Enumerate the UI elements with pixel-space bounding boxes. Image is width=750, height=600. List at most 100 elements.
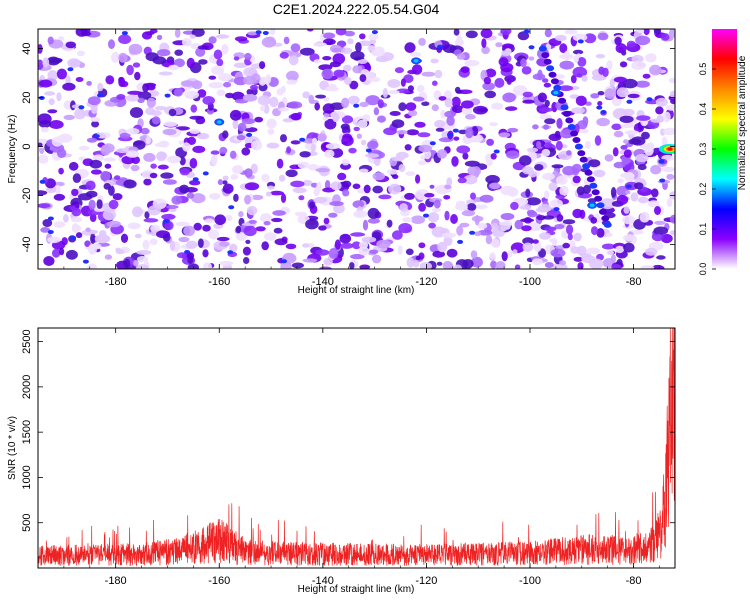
spectrogram-blob	[463, 174, 478, 185]
spectrogram-blob	[369, 249, 379, 255]
snr-x-axis-label: Height of straight line (km)	[298, 584, 415, 595]
spectrogram-blob	[358, 246, 370, 256]
spectrogram-blob	[386, 169, 399, 175]
spectrogram-blob	[555, 140, 563, 151]
spectrogram-blob	[261, 173, 270, 182]
spectrogram-blob	[365, 153, 380, 159]
spectrogram-blob	[269, 96, 279, 108]
spectrogram-blob	[601, 215, 610, 222]
spectrogram-blob	[536, 141, 542, 149]
spectrogram-blob	[405, 248, 414, 256]
spectrogram-blob	[600, 110, 607, 114]
spectrogram-blob	[514, 219, 524, 230]
spectrogram-blob	[501, 251, 508, 262]
spectrogram-blob	[645, 247, 658, 256]
spectrogram-blob	[660, 166, 675, 172]
spectrogram-blob	[126, 127, 140, 135]
spectrogram-blob	[614, 36, 622, 46]
spectrogram-blob	[431, 104, 439, 112]
spectrogram-blob	[186, 192, 195, 199]
spectrogram-blob	[456, 225, 464, 236]
spectrogram-blob	[290, 112, 302, 121]
spectrogram-blob	[423, 149, 432, 160]
spectrogram-blob	[579, 156, 588, 163]
spectrogram-blob	[209, 193, 221, 200]
spectrogram-blob	[398, 164, 406, 173]
spectrogram-blob	[308, 94, 315, 104]
spectrogram-blob	[344, 30, 355, 37]
spectrogram-blob	[241, 147, 251, 156]
spectrogram-blob	[318, 64, 333, 71]
spectrogram-blob	[507, 250, 513, 258]
spectrogram-blob	[47, 216, 54, 221]
spectrogram-blob	[323, 97, 330, 102]
spectrogram-blob	[642, 73, 651, 79]
spectrogram-blob	[132, 62, 141, 68]
spectrogram-blob	[440, 109, 446, 119]
spectrogram-blob	[490, 260, 497, 269]
spectrogram-blob	[651, 188, 659, 198]
spectrogram-blob	[544, 190, 550, 200]
x-tick-label: -120	[415, 575, 437, 587]
spectrogram-blob	[169, 240, 176, 252]
spectrogram-blob	[351, 241, 362, 250]
spectrogram-blob	[544, 29, 552, 38]
spectrogram-blob	[318, 225, 327, 231]
spectrogram-blob	[195, 47, 206, 57]
y-tick-label: 0	[21, 143, 33, 149]
spectrogram-blob	[662, 127, 675, 136]
spectrogram-blob	[359, 74, 367, 83]
spectrogram-blob	[261, 36, 277, 48]
spectrogram-blob	[617, 178, 624, 184]
snr-frame	[37, 327, 676, 569]
spectrogram-blob	[591, 189, 600, 196]
spectrogram-blob	[103, 157, 116, 162]
spectrogram-blob	[661, 33, 670, 41]
spectrogram-blob	[180, 80, 195, 87]
spectrogram-blob	[248, 219, 257, 224]
spectrogram-blob	[251, 140, 263, 151]
spectrogram-blob	[132, 206, 143, 218]
spectrogram-blob	[211, 65, 225, 76]
spectrogram-blob	[323, 113, 330, 118]
spectrogram-blob	[299, 47, 315, 56]
spectrogram-blob	[147, 205, 161, 216]
spectrogram-blob	[198, 59, 208, 65]
spectrogram-blob	[78, 145, 90, 151]
spectrogram-blob	[47, 109, 58, 114]
spectrogram-blob	[121, 31, 128, 36]
spectrogram-blob	[219, 260, 234, 266]
spectrogram-blob	[563, 50, 571, 61]
spectrogram-blob	[286, 146, 292, 154]
spectrogram-peak	[589, 203, 595, 208]
spectrogram-blob	[302, 258, 318, 263]
spectrogram-blob	[184, 250, 191, 254]
spectrogram-blob	[495, 261, 506, 269]
spectrogram-blob	[280, 134, 287, 143]
spectrogram-blob	[215, 34, 230, 39]
spectrogram-blob	[157, 49, 171, 57]
spectrogram-blob	[186, 252, 195, 260]
spectrogram-blob	[189, 129, 201, 134]
spectrogram-blob	[341, 97, 350, 109]
spectrogram-blob	[89, 213, 97, 222]
spectrogram-blob	[164, 93, 171, 98]
spectrogram-blob	[404, 192, 415, 200]
spectrogram-blob	[442, 260, 453, 269]
spectrogram-blob	[533, 242, 542, 252]
x-tick-label: -80	[626, 276, 642, 288]
spectrogram-blob	[323, 32, 336, 39]
spectrogram-blob	[144, 211, 150, 219]
spectrogram-blob	[514, 264, 521, 269]
spectrogram-blob	[265, 191, 272, 197]
spectrogram-blob	[554, 130, 561, 139]
spectrogram-blob	[521, 66, 532, 75]
spectrogram-blob	[655, 97, 668, 107]
spectrogram-blob	[432, 250, 446, 258]
spectrogram-blob	[421, 101, 430, 106]
spectrogram-blob	[61, 237, 68, 246]
spectrogram-blob	[44, 91, 56, 96]
spectrogram-blob	[67, 58, 81, 68]
spectrogram-blob	[459, 222, 470, 228]
spectrogram-blob	[490, 153, 497, 160]
